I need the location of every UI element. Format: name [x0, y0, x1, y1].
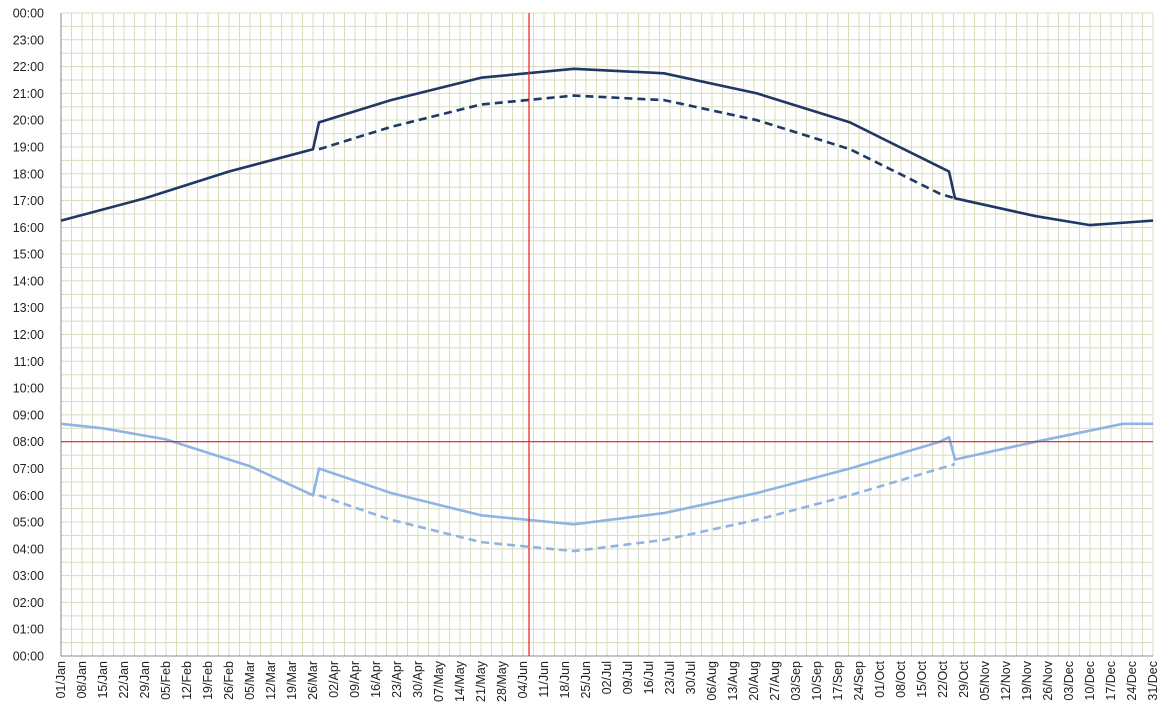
y-tick-label: 04:00: [13, 542, 44, 556]
y-tick-label: 22:00: [13, 60, 44, 74]
x-tick-label: 10/Dec: [1083, 661, 1097, 701]
y-tick-labels: 00:00 01:00 02:00 03:00 04:00 05:00 06:00 07:00…: [13, 7, 44, 664]
x-tick-label: 23/Apr: [390, 661, 404, 698]
x-tick-label: 25/Jun: [579, 661, 593, 699]
y-tick-label: 19:00: [13, 140, 44, 154]
sunrise-solid-series-line: [60, 422, 1153, 526]
x-tick-label: 26/Mar: [306, 661, 320, 700]
sunrise-dashed-series-line: [318, 462, 956, 553]
x-tick-label: 09/Apr: [348, 661, 362, 698]
x-tick-label: 02/Jul: [600, 661, 614, 694]
x-tick-label: 26/Feb: [222, 661, 236, 700]
x-tick-label: 24/Sep: [852, 661, 866, 701]
x-tick-label: 08/Oct: [894, 660, 908, 697]
x-tick-label: 20/Aug: [747, 661, 761, 701]
x-tick-label: 17/Dec: [1104, 661, 1118, 701]
x-tick-label: 16/Jul: [642, 661, 656, 694]
x-tick-label: 17/Sep: [831, 661, 845, 701]
x-tick-label: 03/Sep: [789, 661, 803, 701]
x-tick-label: 02/Apr: [327, 661, 341, 698]
series-layer: [60, 67, 1154, 553]
y-tick-label: 16:00: [13, 221, 44, 235]
x-tick-label: 14/May: [453, 660, 467, 702]
y-tick-label: 02:00: [13, 596, 44, 610]
x-tick-label: 05/Feb: [159, 661, 173, 700]
x-tick-label: 03/Dec: [1062, 661, 1076, 701]
y-tick-label: 01:00: [13, 623, 44, 637]
y-tick-label: 14:00: [13, 274, 44, 288]
y-tick-label: 08:00: [13, 435, 44, 449]
x-tick-label: 21/May: [474, 660, 488, 702]
axis-layer: [60, 13, 1153, 657]
x-tick-label: 19/Mar: [285, 661, 299, 700]
x-tick-label: 22/Oct: [936, 660, 950, 697]
x-tick-label: 04/Jun: [516, 661, 530, 699]
y-tick-label: 06:00: [13, 489, 44, 503]
x-tick-label: 28/May: [495, 660, 509, 702]
y-tick-label: 20:00: [13, 114, 44, 128]
y-tick-label: 00:00: [13, 7, 44, 21]
sunset-dashed-series-line: [318, 94, 956, 200]
x-tick-label: 11/Jun: [537, 661, 551, 698]
y-tick-label: 07:00: [13, 462, 44, 476]
x-tick-label: 07/May: [432, 660, 446, 702]
y-tick-label: 00:00: [13, 650, 44, 664]
x-tick-label: 05/Nov: [978, 660, 992, 700]
reference-lines: [61, 13, 1153, 656]
y-tick-label: 17:00: [13, 194, 44, 208]
y-tick-label: 11:00: [14, 355, 44, 369]
x-tick-label: 09/Jul: [621, 661, 635, 694]
y-tick-label: 10:00: [13, 382, 44, 396]
y-tick-label: 03:00: [13, 569, 44, 583]
x-tick-label: 16/Apr: [369, 661, 383, 698]
x-tick-label: 29/Jan: [138, 661, 152, 699]
grid-layer: [60, 12, 1154, 657]
x-tick-label: 01/Oct: [873, 660, 887, 697]
x-tick-label: 24/Dec: [1125, 661, 1139, 701]
y-tick-label: 23:00: [13, 33, 44, 47]
x-tick-label: 08/Jan: [75, 661, 89, 699]
x-tick-label: 15/Oct: [915, 660, 929, 697]
y-tick-label: 12:00: [13, 328, 44, 342]
x-tick-label: 19/Feb: [201, 661, 215, 700]
x-tick-label: 30/Apr: [411, 661, 425, 698]
x-tick-label: 30/Jul: [684, 661, 698, 694]
x-tick-label: 12/Mar: [264, 661, 278, 700]
x-tick-label: 12/Feb: [180, 661, 194, 700]
x-tick-label: 19/Nov: [1020, 660, 1034, 700]
x-tick-label: 12/Nov: [999, 660, 1013, 700]
x-tick-label: 06/Aug: [705, 661, 719, 701]
y-tick-label: 13:00: [13, 301, 44, 315]
x-tick-label: 27/Aug: [768, 661, 782, 701]
y-tick-label: 09:00: [13, 408, 44, 422]
x-tick-label: 31/Dec: [1146, 661, 1160, 701]
x-tick-label: 22/Jan: [117, 661, 131, 699]
x-tick-label: 01/Jan: [54, 661, 68, 699]
x-tick-label: 05/Mar: [243, 661, 257, 700]
y-tick-label: 21:00: [13, 87, 44, 101]
x-tick-label: 18/Jun: [558, 661, 572, 699]
y-tick-label: 18:00: [13, 167, 44, 181]
x-tick-label: 29/Oct: [957, 660, 971, 697]
x-tick-label: 23/Jul: [663, 661, 677, 694]
x-tick-label: 10/Sep: [810, 661, 824, 701]
sunset-solid-series-line: [60, 67, 1154, 227]
y-tick-label: 05:00: [13, 516, 44, 530]
x-tick-label: 13/Aug: [726, 661, 740, 701]
x-tick-labels: 01/Jan 08/Jan 15/Jan 22/Jan 29/Jan 05/Feb 12/F…: [54, 660, 1160, 702]
x-tick-label: 26/Nov: [1041, 660, 1055, 700]
x-tick-label: 15/Jan: [96, 661, 110, 699]
y-tick-label: 15:00: [13, 248, 44, 262]
